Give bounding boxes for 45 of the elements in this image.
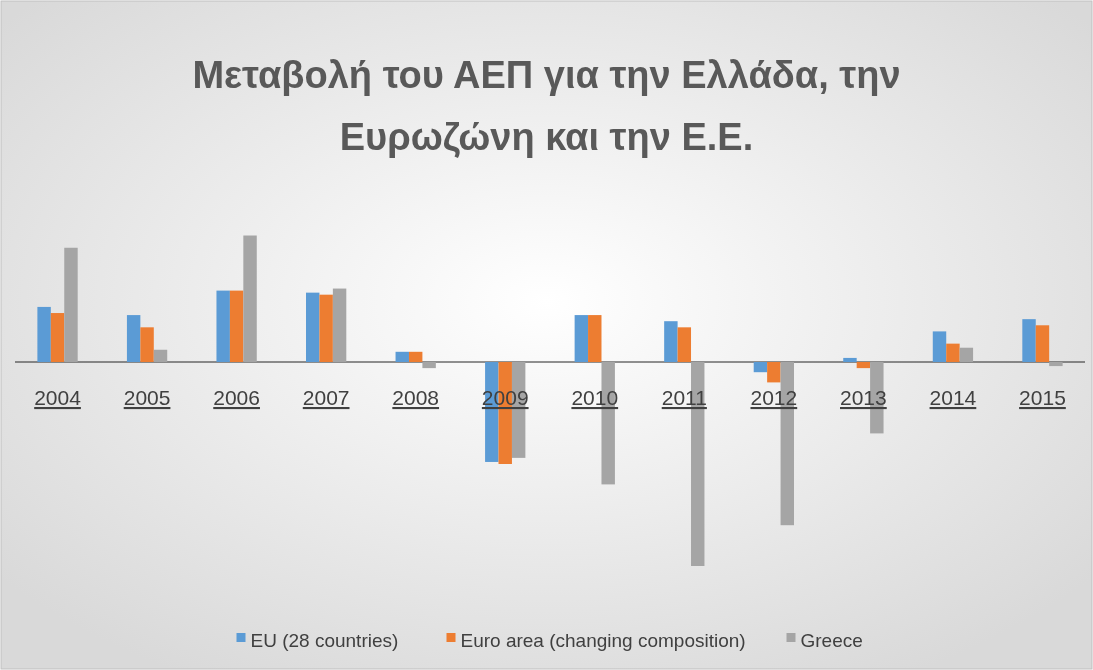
bar (408, 351, 423, 362)
bar (664, 321, 678, 362)
bar (395, 351, 409, 362)
bar (229, 290, 244, 362)
x-tick-label: 2011 (661, 386, 707, 409)
bar (959, 347, 974, 362)
bar (1049, 362, 1063, 367)
x-tick-label: 2006 (213, 386, 260, 409)
bar (946, 343, 960, 362)
legend-label: Euro area (changing composition) (460, 630, 746, 652)
bar (332, 288, 347, 362)
x-tick-label: 2007 (302, 386, 350, 409)
x-tick-label: 2013 (840, 386, 887, 409)
bar (1035, 325, 1050, 362)
bar (50, 313, 65, 362)
legend-label: Greece (800, 630, 863, 652)
bar (574, 315, 589, 362)
bar (753, 362, 768, 373)
bar (243, 235, 257, 362)
bar (64, 247, 78, 362)
bar (422, 362, 436, 369)
bar (767, 362, 781, 383)
x-tick-label: 2010 (571, 386, 619, 409)
x-tick-label: 2014 (929, 386, 977, 409)
bar (306, 292, 320, 362)
x-tick-label: 2005 (123, 386, 171, 409)
x-tick-label: 2012 (750, 386, 798, 409)
x-tick-label: 2009 (481, 386, 529, 409)
bar (319, 294, 333, 362)
bar (37, 306, 51, 362)
bar (140, 327, 154, 362)
legend-label: EU (28 countries) (250, 630, 399, 652)
bar (856, 362, 871, 369)
x-tick-label: 2015 (1019, 386, 1066, 409)
bar (1022, 319, 1036, 362)
bar (588, 315, 602, 362)
bar (677, 327, 692, 362)
bar (932, 331, 947, 362)
x-tick-label: 2004 (34, 386, 82, 409)
bar (126, 315, 141, 362)
bar (153, 349, 168, 362)
bar (843, 357, 857, 362)
chart-title: Μεταβολή του ΑΕΠ για την Ελλάδα, την Ευρωζώνη και την Ε.Ε. (192, 54, 901, 158)
x-tick-label: 2008 (392, 386, 440, 409)
bar (216, 290, 230, 362)
